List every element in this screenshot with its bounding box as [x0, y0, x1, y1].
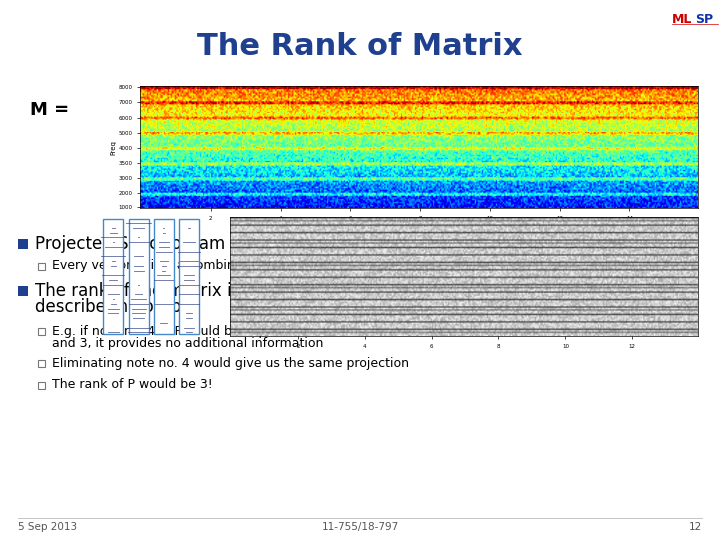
Text: smallest: smallest — [230, 282, 300, 300]
Bar — [104, 219, 124, 334]
Bar — [179, 219, 199, 334]
Text: SP: SP — [695, 13, 713, 26]
Text: Projected Spectrogram = P * M: Projected Spectrogram = P * M — [35, 235, 293, 253]
Bar — [38, 381, 45, 388]
Text: ML: ML — [672, 13, 693, 26]
Text: The rank of the matrix is the: The rank of the matrix is the — [35, 282, 278, 300]
Text: M =: M = — [30, 101, 69, 119]
Text: E.g. if note no. 4 in P could be expressed as a combination of notes 1,2: E.g. if note no. 4 in P could be express… — [52, 325, 498, 338]
Text: The rank of P would be 3!: The rank of P would be 3! — [52, 379, 212, 392]
Bar — [38, 262, 45, 269]
Text: 5 Sep 2013: 5 Sep 2013 — [18, 522, 77, 532]
Y-axis label: Freq: Freq — [110, 140, 116, 154]
Bar — [154, 219, 174, 334]
Bar — [18, 239, 28, 249]
Bar — [38, 327, 45, 334]
Bar — [38, 360, 45, 367]
Text: The Rank of Matrix: The Rank of Matrix — [197, 32, 523, 61]
Text: no. of bases required to: no. of bases required to — [276, 282, 479, 300]
Text: 11-755/18-797: 11-755/18-797 — [321, 522, 399, 532]
Bar — [129, 219, 149, 334]
Text: 12: 12 — [689, 522, 702, 532]
Text: Every vector in it is a combination of only 4 bases: Every vector in it is a combination of o… — [52, 260, 365, 273]
Bar — [18, 286, 28, 296]
Text: Eliminating note no. 4 would give us the same projection: Eliminating note no. 4 would give us the… — [52, 356, 409, 369]
Text: describe the output: describe the output — [35, 298, 198, 316]
Text: and 3, it provides no additional information: and 3, it provides no additional informa… — [52, 338, 323, 350]
